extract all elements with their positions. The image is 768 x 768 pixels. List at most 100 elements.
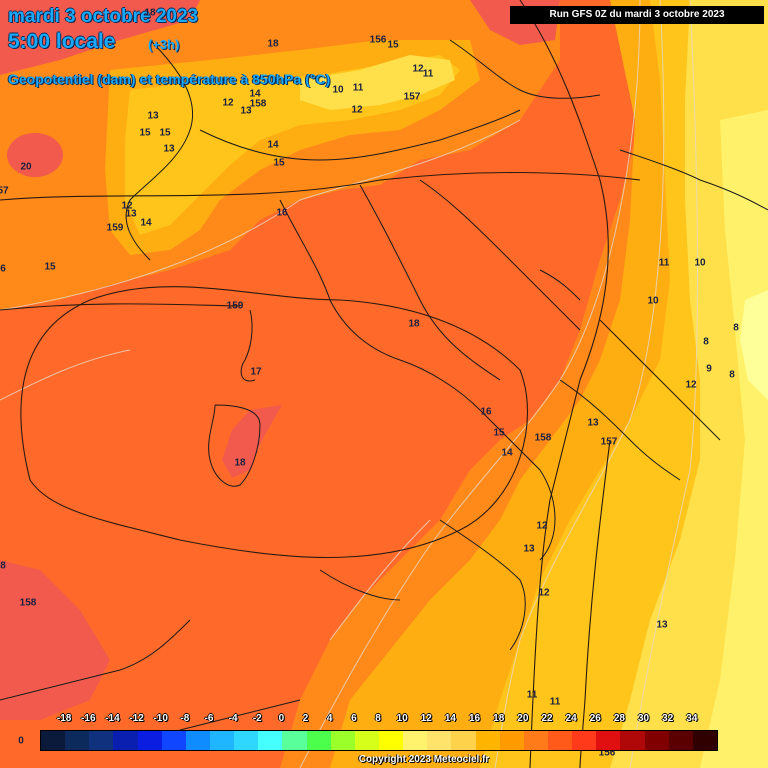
map-value-label: 11	[658, 257, 670, 269]
map-value-label: 159	[106, 222, 124, 234]
map-value-label: 18	[144, 7, 156, 19]
map-value-label: 15	[44, 261, 56, 273]
map-value-label: 12	[536, 520, 548, 532]
legend-swatch	[523, 731, 548, 750]
legend-label: 32	[662, 713, 674, 724]
map-value-label: 18	[267, 38, 279, 50]
legend-swatch	[354, 731, 379, 750]
legend-label: 20	[517, 713, 529, 724]
legend-label: 30	[638, 713, 650, 724]
map-value-label: 57	[0, 185, 9, 197]
map-value-label: 15	[273, 157, 285, 169]
legend-label: 10	[396, 713, 408, 724]
map-value-label: 20	[20, 161, 32, 173]
map-value-label: 11	[526, 689, 538, 701]
map-value-label: 8	[729, 369, 735, 381]
legend-label: -14	[105, 713, 120, 724]
run-info-box: Run GFS 0Z du mardi 3 octobre 2023	[510, 6, 764, 24]
legend-swatch	[185, 731, 210, 750]
legend-labels: -18 -16 -14 -12 -10 -8 -6 -4 -2 0 2 4 6 8 10 12 14 16 18 20…	[40, 713, 720, 727]
temperature-zone-8	[700, 110, 768, 768]
map-value-label: 8	[703, 336, 709, 348]
legend-swatch	[427, 731, 452, 750]
map-value-label: 157	[403, 91, 421, 103]
legend-swatch	[403, 731, 428, 750]
legend-swatch	[137, 731, 162, 750]
map-value-label: 12	[412, 63, 424, 75]
map-value-label: 13	[125, 208, 137, 220]
legend-swatch	[161, 731, 186, 750]
legend-swatch	[572, 731, 597, 750]
map-value-label: 18	[408, 318, 420, 330]
map-value-label: 18	[234, 457, 246, 469]
temperature-zone-6	[740, 290, 768, 400]
legend-swatch	[113, 731, 138, 750]
legend-label: -6	[204, 713, 214, 724]
map-value-label: 159	[226, 300, 244, 312]
map-value-label: 0	[18, 735, 24, 747]
legend-swatch	[65, 731, 90, 750]
map-value-label: 17	[250, 366, 262, 378]
map-value-label: 15	[139, 127, 151, 139]
legend-swatch	[378, 731, 404, 750]
map-value-label: 10	[647, 295, 659, 307]
map-value-label: 8	[733, 322, 739, 334]
legend-swatch	[644, 731, 669, 750]
legend-swatch	[451, 731, 476, 750]
map-value-label: 13	[163, 143, 175, 155]
legend-swatch	[306, 731, 331, 750]
map-value-label: 12	[351, 104, 363, 116]
map-value-label: 12	[538, 587, 550, 599]
temperature-zone-20-sardinia	[222, 405, 282, 478]
legend-swatch	[547, 731, 573, 750]
map-value-label: 11	[549, 696, 561, 708]
legend-label: 16	[469, 713, 481, 724]
map-description: Geopotentiel (dam) et température à 850h…	[8, 71, 331, 87]
legend-label: 2	[302, 713, 309, 724]
temperature-zone-10-north	[300, 55, 455, 110]
temperature-legend-bar	[40, 730, 718, 751]
map-value-label: 11	[352, 82, 364, 94]
legend-swatch	[209, 731, 235, 750]
legend-swatch	[282, 731, 307, 750]
legend-swatch	[330, 731, 355, 750]
map-value-label: 12	[685, 379, 697, 391]
legend-swatch	[234, 731, 259, 750]
legend-label: -12	[129, 713, 144, 724]
map-value-label: 158	[19, 597, 37, 609]
legend-label: 24	[565, 713, 577, 724]
map-value-label: 15	[387, 39, 399, 51]
map-value-label: 13	[240, 105, 252, 117]
legend-swatch	[89, 731, 114, 750]
legend-label: -10	[153, 713, 168, 724]
legend-label: 14	[444, 713, 456, 724]
temperature-zone-20-north	[0, 0, 200, 75]
isotherm-lines	[0, 0, 698, 768]
map-value-label: 158	[249, 98, 267, 110]
map-value-label: 14	[249, 88, 261, 100]
map-value-label: 13	[147, 110, 159, 122]
map-value-label: 10	[694, 257, 706, 269]
map-value-label: 11	[422, 68, 434, 80]
legend-label: -16	[81, 713, 96, 724]
temperature-zone-20-southwest	[0, 560, 110, 720]
legend-label: 6	[351, 713, 357, 724]
legend-label: 28	[613, 713, 625, 724]
map-value-label: 13	[587, 417, 599, 429]
legend-label: 0	[278, 713, 285, 724]
legend-swatch	[41, 731, 66, 750]
map-value-label: 14	[501, 447, 513, 459]
legend-label: -2	[252, 713, 262, 724]
map-value-label: 12	[222, 97, 234, 109]
map-value-label: 13	[523, 543, 535, 555]
map-value-label: 14	[267, 139, 279, 151]
map-value-label: 15	[159, 127, 171, 139]
legend-swatch	[596, 731, 621, 750]
map-value-label: 12	[121, 200, 133, 212]
temperature-zone-20-west	[7, 133, 63, 177]
legend-label: 26	[589, 713, 601, 724]
map-value-label: 10	[332, 84, 344, 96]
legend-label: 34	[686, 713, 698, 724]
